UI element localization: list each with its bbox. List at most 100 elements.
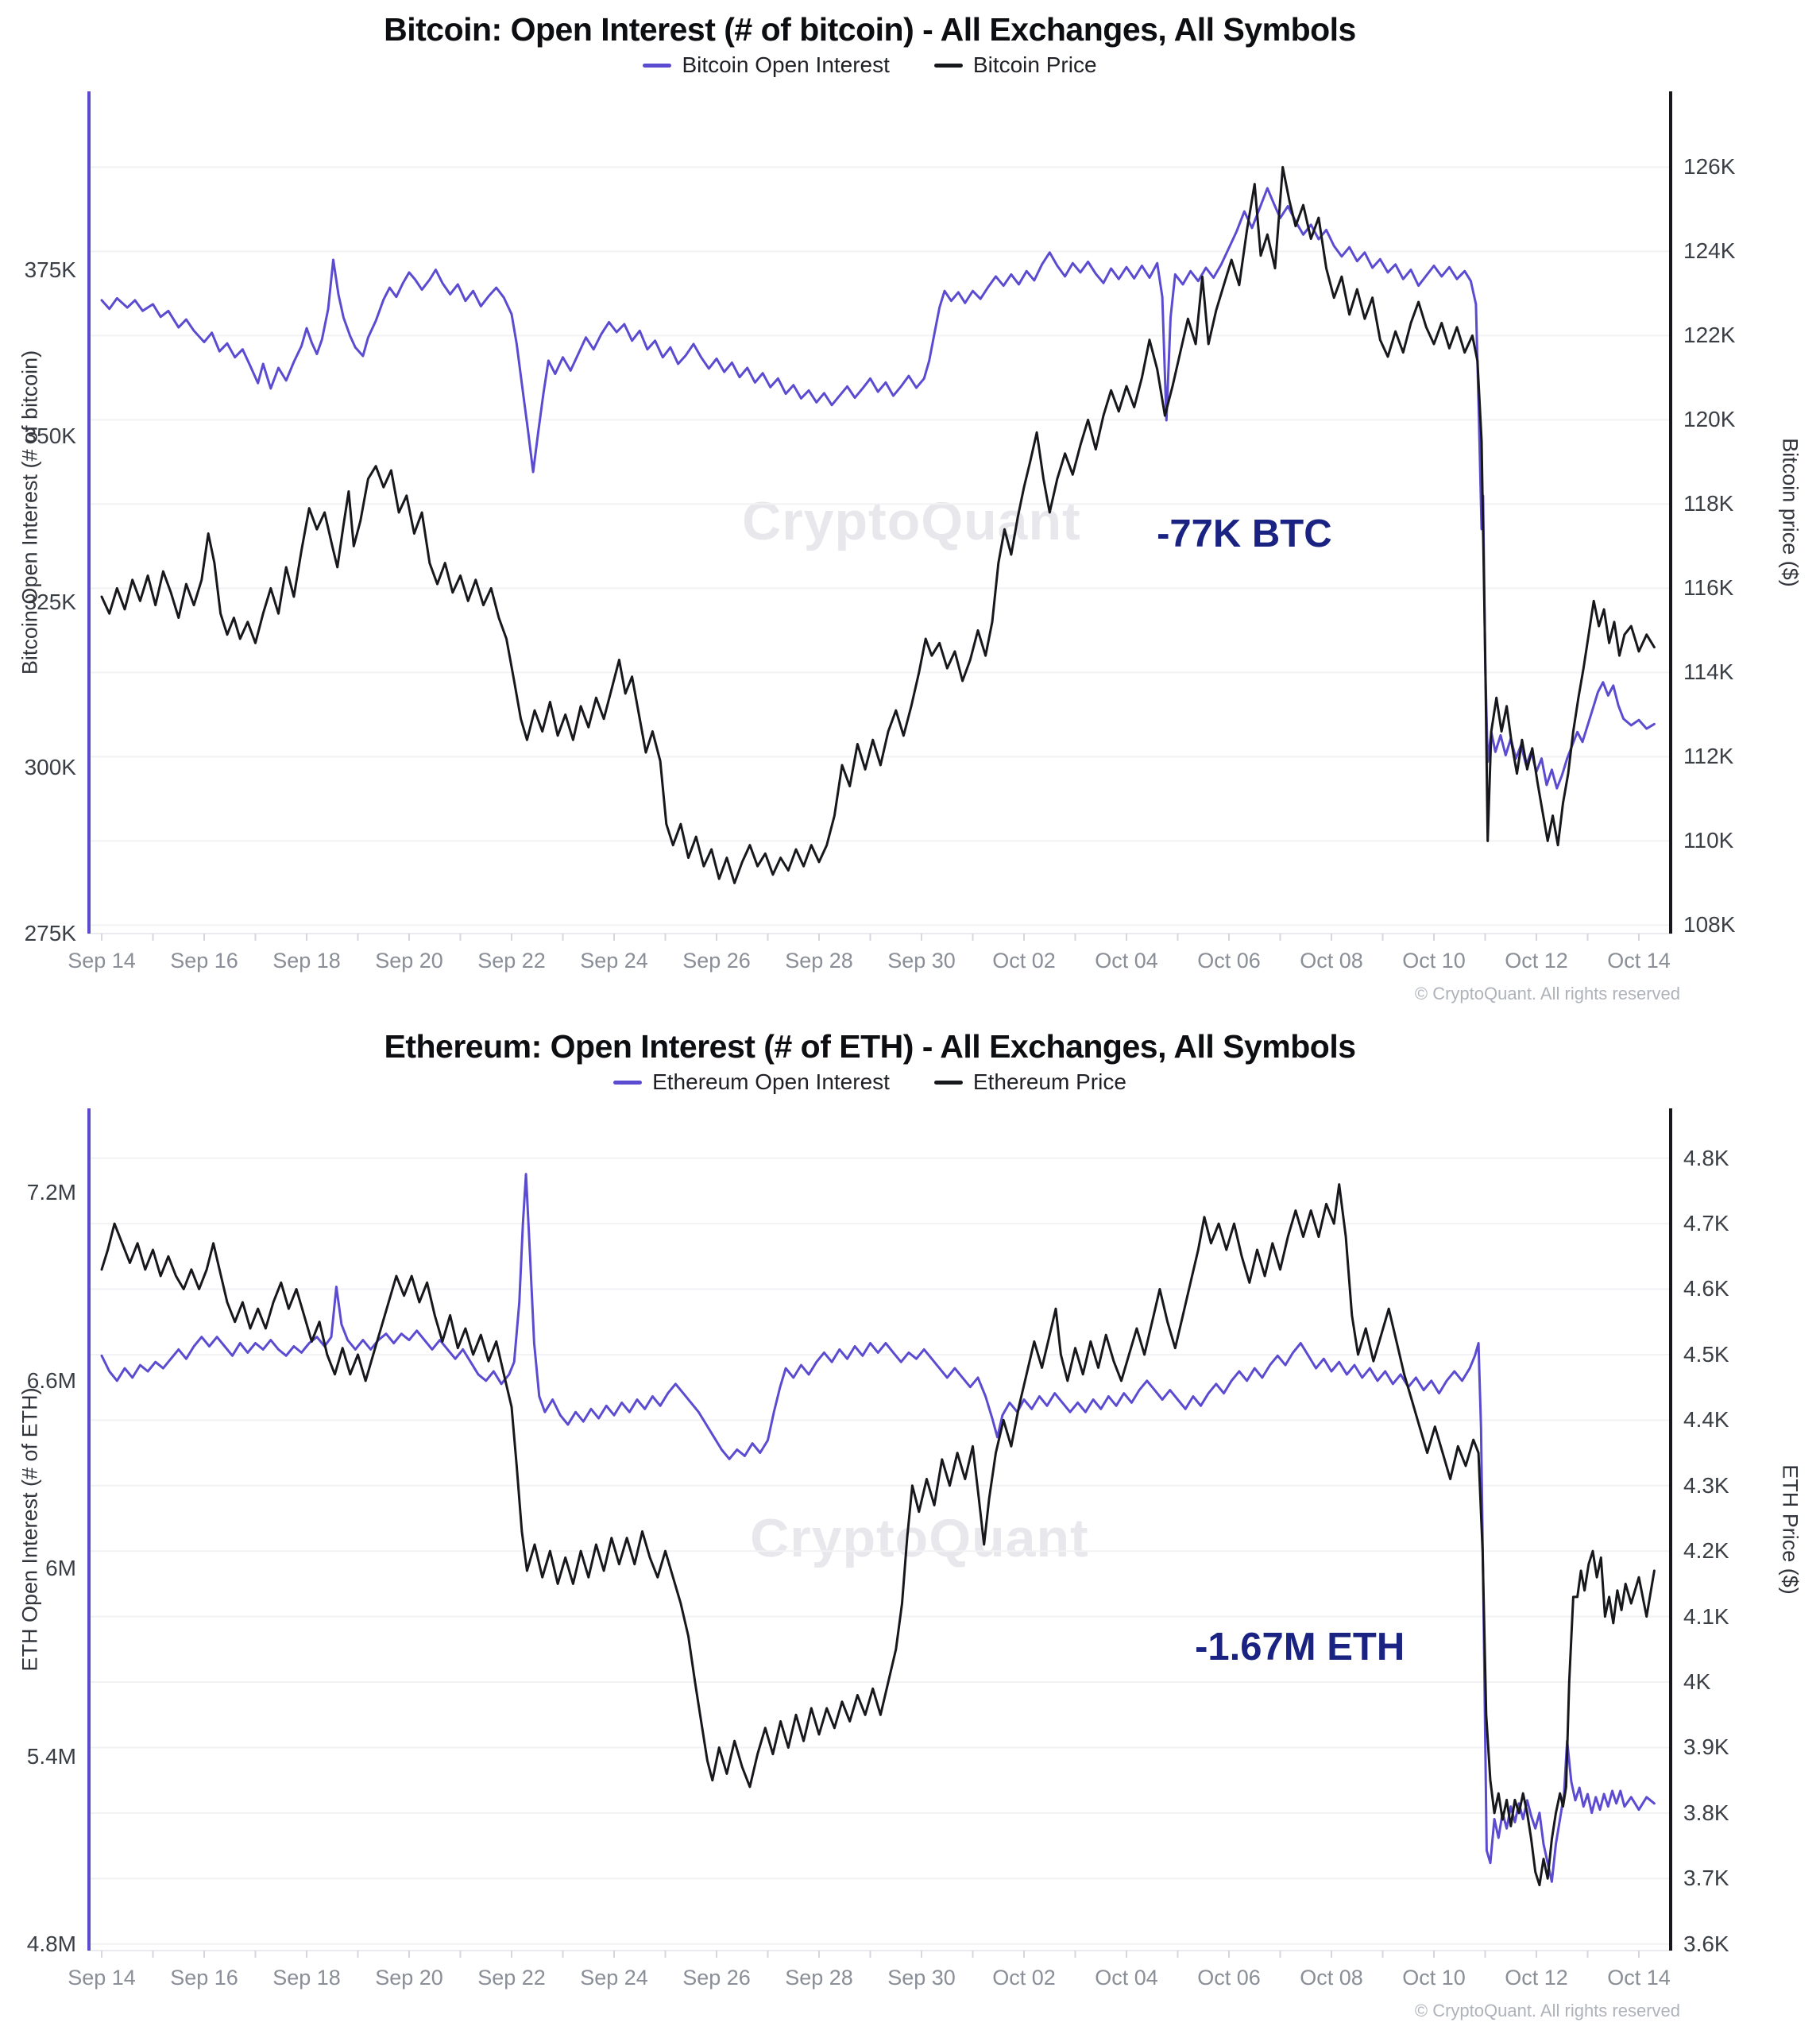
y-axis-label-right: 118K bbox=[1683, 491, 1734, 516]
legend: Bitcoin Open Interest Bitcoin Price bbox=[0, 52, 1740, 78]
x-axis-label: Sep 16 bbox=[170, 1966, 238, 1990]
x-axis-label: Sep 24 bbox=[580, 1966, 648, 1990]
x-axis-label: Sep 18 bbox=[272, 1966, 341, 1990]
plot-area: CryptoQuant -1.67M ETH 7.2M 6.6M 6M 5.4M 4.8M 4… bbox=[0, 1017, 1820, 2034]
y-axis-label-right: 4K bbox=[1683, 1669, 1711, 1695]
watermark: CryptoQuant bbox=[750, 1507, 1089, 1568]
x-axis-label: Sep 22 bbox=[477, 949, 546, 973]
x-axis-label: Sep 18 bbox=[272, 949, 341, 973]
legend-swatch bbox=[933, 1080, 963, 1085]
legend-label: Ethereum Open Interest bbox=[652, 1069, 890, 1094]
y-axis-label-left: 350K bbox=[24, 423, 76, 449]
annotation: -1.67M ETH bbox=[1195, 1626, 1405, 1669]
legend-item: Ethereum Price bbox=[933, 1069, 1126, 1095]
y-axis-label-right: 4.8K bbox=[1683, 1145, 1729, 1170]
y-axis-label-right: 4.4K bbox=[1683, 1407, 1729, 1433]
x-axis-label: Oct 06 bbox=[1197, 949, 1261, 973]
left-axis-title: ETH Open Interest (# of ETH) bbox=[17, 1387, 42, 1672]
plot-canvas bbox=[87, 1108, 1672, 1958]
y-axis-label-right: 3.7K bbox=[1683, 1866, 1729, 1891]
y-axis-label-left: 6.6M bbox=[26, 1367, 76, 1393]
y-axis-label-right: 3.8K bbox=[1683, 1800, 1729, 1825]
copyright-note: © CryptoQuant. All rights reserved bbox=[1414, 2001, 1680, 2020]
y-axis-label-right: 3.9K bbox=[1683, 1734, 1729, 1760]
x-axis-label: Oct 14 bbox=[1607, 949, 1671, 973]
annotation: -77K BTC bbox=[1157, 512, 1332, 555]
y-axis-label-right: 4.3K bbox=[1683, 1472, 1729, 1498]
y-axis-label-left: 300K bbox=[24, 755, 76, 780]
y-axis-label-left: 325K bbox=[24, 589, 76, 614]
x-axis-label: Sep 14 bbox=[68, 949, 136, 973]
y-axis-label-right: 110K bbox=[1683, 828, 1734, 853]
y-axis-label-right: 122K bbox=[1683, 323, 1736, 348]
x-axis-label: Oct 08 bbox=[1300, 949, 1363, 973]
legend-item: Bitcoin Price bbox=[933, 52, 1097, 78]
right-axis-title: Bitcoin price ($) bbox=[1778, 438, 1803, 587]
y-axis-label-right: 4.5K bbox=[1683, 1341, 1729, 1367]
y-axis-label-right: 114K bbox=[1683, 659, 1734, 685]
chart-title: Ethereum: Open Interest (# of ETH) - All… bbox=[384, 1028, 1356, 1065]
legend-swatch bbox=[643, 63, 672, 68]
y-axis-label-right: 124K bbox=[1683, 238, 1736, 264]
legend-item: Bitcoin Open Interest bbox=[643, 52, 890, 78]
y-axis-label-right: 4.1K bbox=[1683, 1603, 1729, 1629]
left-axis-title: Bitcoin Open Interest (# of bitcoin) bbox=[17, 350, 42, 675]
y-axis-label-right: 126K bbox=[1683, 154, 1736, 180]
plot-area: CryptoQuant -77K BTC 375K 350K 325K 300K 275K 1… bbox=[17, 91, 1803, 1003]
y-axis-label-left: 275K bbox=[24, 921, 76, 945]
x-axis-label: Sep 14 bbox=[68, 1966, 136, 1990]
x-axis-label: Sep 24 bbox=[580, 949, 648, 973]
y-axis-label-left: 7.2M bbox=[26, 1180, 76, 1205]
legend-swatch bbox=[933, 63, 963, 68]
y-axis-label-right: 112K bbox=[1683, 744, 1734, 769]
legend-label: Bitcoin Open Interest bbox=[682, 52, 890, 77]
y-axis-label-left: 5.4M bbox=[26, 1743, 76, 1769]
y-axis-label-right: 4.6K bbox=[1683, 1276, 1729, 1301]
y-axis-label-right: 4.7K bbox=[1683, 1211, 1729, 1236]
copyright-note: © CryptoQuant. All rights reserved bbox=[1414, 984, 1680, 1003]
legend-swatch bbox=[613, 1080, 643, 1085]
ethereum-chart-section: Ethereum: Open Interest (# of ETH) - All… bbox=[0, 1017, 1820, 2034]
price-line bbox=[100, 165, 1656, 884]
y-axis-label-left: 375K bbox=[24, 257, 76, 283]
y-axis-label-right: 4.2K bbox=[1683, 1538, 1729, 1564]
x-axis-label: Sep 20 bbox=[375, 949, 443, 973]
open-interest-line bbox=[100, 187, 1656, 790]
x-axis-label: Sep 30 bbox=[887, 949, 956, 973]
y-axis-label-left: 4.8M bbox=[26, 1932, 76, 1957]
x-axis-label: Oct 04 bbox=[1095, 949, 1158, 973]
y-axis-label-right: 120K bbox=[1683, 407, 1736, 432]
x-axis-label: Oct 12 bbox=[1505, 1966, 1568, 1990]
x-axis-label: Sep 30 bbox=[887, 1966, 956, 1990]
legend-label: Bitcoin Price bbox=[972, 52, 1097, 77]
x-axis-label: Sep 28 bbox=[785, 949, 853, 973]
x-axis-label: Oct 06 bbox=[1197, 1966, 1261, 1990]
x-axis-label: Sep 22 bbox=[477, 1966, 546, 1990]
right-axis-title: ETH Price ($) bbox=[1778, 1464, 1803, 1595]
chart-title: Bitcoin: Open Interest (# of bitcoin) - … bbox=[384, 11, 1356, 48]
x-axis-label: Oct 12 bbox=[1505, 949, 1568, 973]
x-axis-label: Oct 10 bbox=[1402, 1966, 1466, 1990]
x-axis-label: Oct 04 bbox=[1095, 1966, 1158, 1990]
y-axis-label-right: 3.6K bbox=[1683, 1931, 1729, 1956]
x-axis-label: Oct 10 bbox=[1402, 949, 1466, 973]
x-axis-label: Oct 14 bbox=[1607, 1966, 1671, 1990]
open-interest-line bbox=[100, 1173, 1656, 1883]
legend-item: Ethereum Open Interest bbox=[613, 1069, 890, 1095]
x-axis-label: Sep 20 bbox=[375, 1966, 443, 1990]
y-axis-label-right: 108K bbox=[1683, 912, 1736, 938]
y-axis-label-left: 6M bbox=[45, 1556, 76, 1581]
x-axis-label: Oct 08 bbox=[1300, 1966, 1363, 1990]
x-axis-label: Sep 16 bbox=[170, 949, 238, 973]
bitcoin-chart-section: Bitcoin: Open Interest (# of bitcoin) - … bbox=[0, 11, 1803, 1003]
x-axis-label: Sep 26 bbox=[682, 1966, 751, 1990]
plot-canvas bbox=[87, 91, 1672, 941]
y-axis-label-right: 116K bbox=[1683, 575, 1734, 601]
x-axis-label: Sep 26 bbox=[682, 949, 751, 973]
price-line bbox=[100, 1183, 1656, 1887]
legend: Ethereum Open Interest Ethereum Price bbox=[0, 1069, 1740, 1095]
x-axis-label: Oct 02 bbox=[992, 1966, 1056, 1990]
x-axis-label: Sep 28 bbox=[785, 1966, 853, 1990]
legend-label: Ethereum Price bbox=[972, 1069, 1126, 1094]
